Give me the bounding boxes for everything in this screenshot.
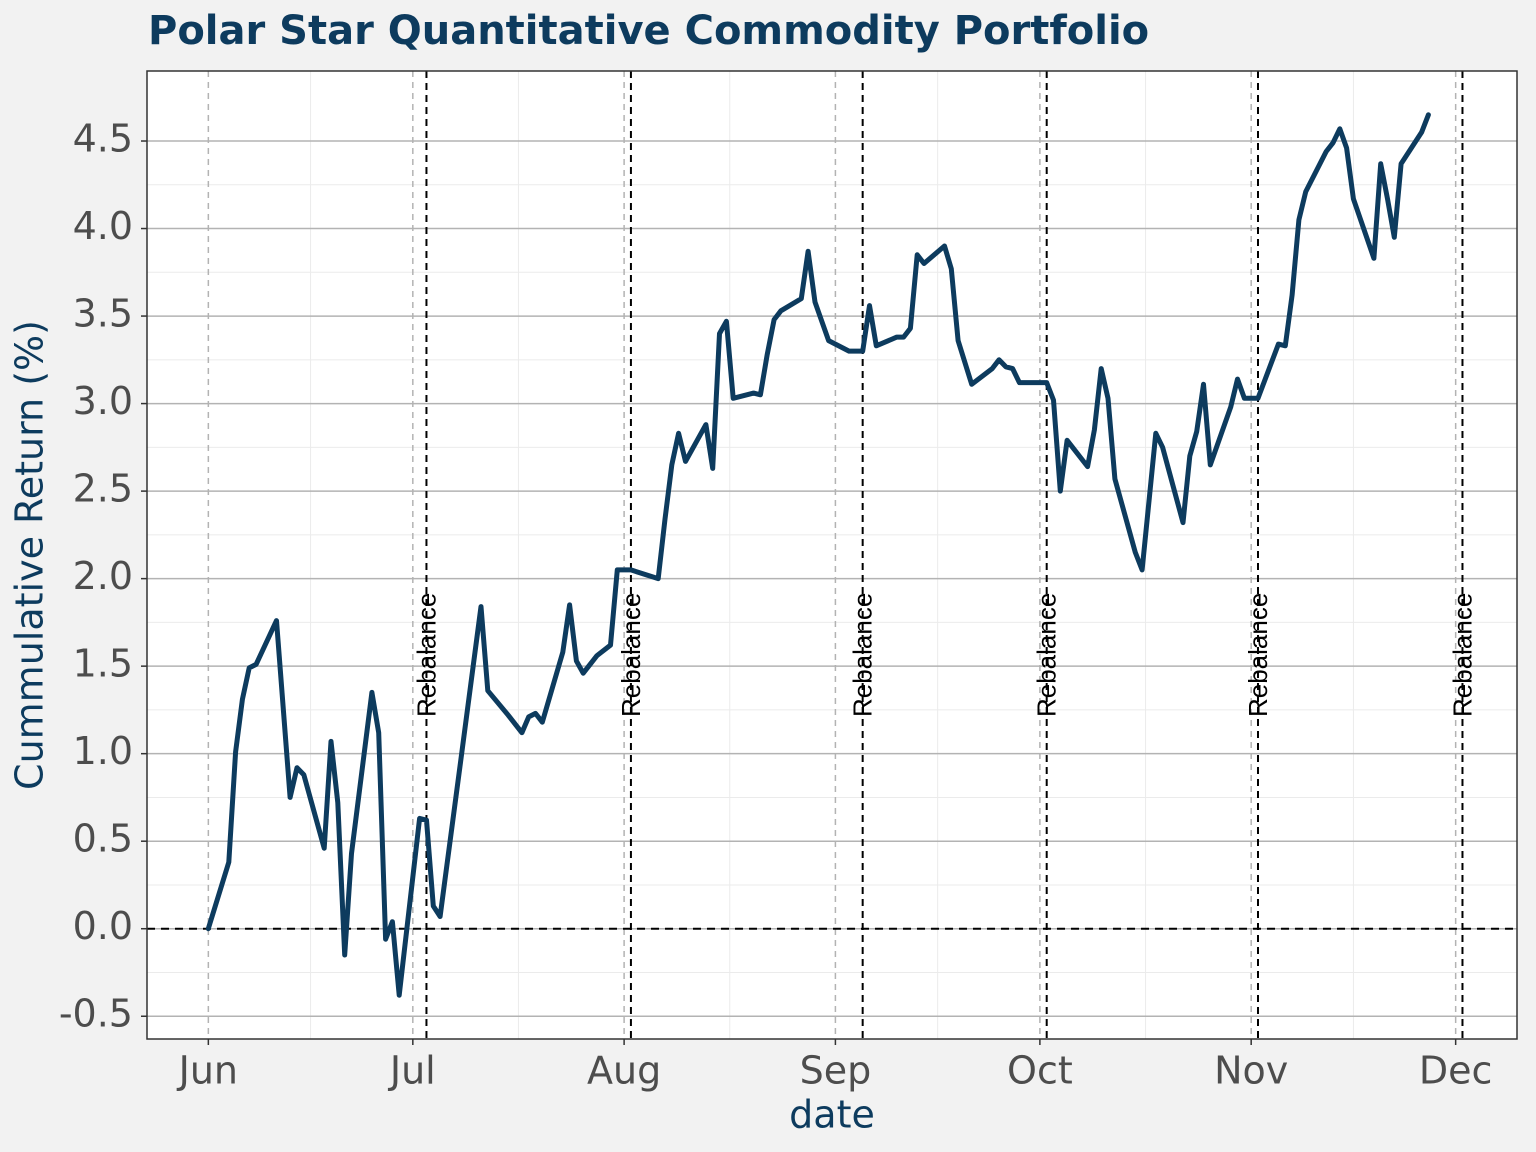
y-tick-label: 2.0 <box>73 554 133 598</box>
x-tick-label: Sep <box>800 1049 872 1093</box>
y-tick-label: -0.5 <box>59 992 133 1036</box>
y-tick-label: 2.5 <box>73 467 133 511</box>
y-axis-title: Cummulative Return (%) <box>8 320 52 790</box>
y-tick-label: 3.5 <box>73 292 133 336</box>
x-axis-title: date <box>789 1093 875 1137</box>
y-tick-label: 1.5 <box>73 642 133 686</box>
rebalance-label: Rebalance <box>1447 593 1477 717</box>
chart-title: Polar Star Quantitative Commodity Portfo… <box>148 8 1149 54</box>
series-line <box>205 112 1431 998</box>
plot-panel <box>147 71 1517 1039</box>
rebalance-label: Rebalance <box>411 593 441 717</box>
x-tick-label: Oct <box>1007 1049 1073 1093</box>
rebalance-label: Rebalance <box>1243 593 1273 717</box>
rebalance-label: Rebalance <box>616 593 646 717</box>
x-tick-label: Nov <box>1214 1049 1288 1093</box>
rebalance-label: Rebalance <box>848 593 878 717</box>
plot-layer: -0.5 0.5 0.0 1.0 1.5 2.0 2.5 3.0 3.5 4.0 4.5 Jun Jul… <box>59 71 1517 1093</box>
rebalance-label: Rebalance <box>1032 593 1062 717</box>
x-tick-label: Jul <box>388 1049 436 1093</box>
y-tick-label: 0.5 <box>73 817 133 861</box>
y-tick-label: 4.5 <box>73 117 133 161</box>
x-tick-label: Dec <box>1419 1049 1493 1093</box>
x-tick-label: Jun <box>177 1049 238 1093</box>
x-tick-label: Aug <box>587 1049 661 1093</box>
plot-border <box>146 70 1518 1040</box>
y-tick-label: 3.0 <box>73 379 133 423</box>
y-tick-label: 0.0 <box>73 904 133 948</box>
y-tick-label: 1.0 <box>73 729 133 773</box>
y-tick-label: 4.0 <box>73 204 133 248</box>
